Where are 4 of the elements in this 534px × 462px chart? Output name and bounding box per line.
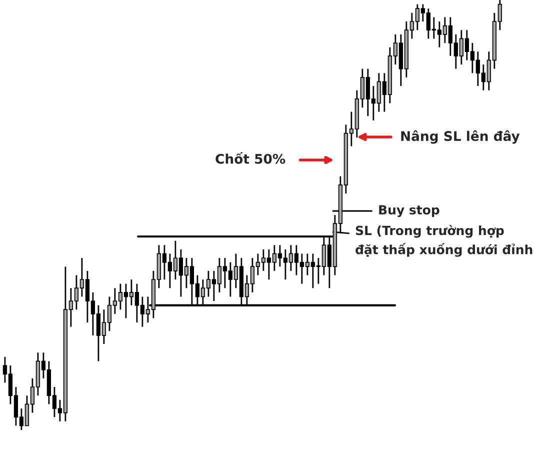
annotation: Nâng SL lên đây xyxy=(401,130,520,144)
annotation: Chốt 50% xyxy=(216,152,286,164)
annotation: Buy stop xyxy=(379,205,440,218)
annotation: SL (Trong trường hợp đặt thấp xuống dưới đỉnh xyxy=(356,225,532,257)
